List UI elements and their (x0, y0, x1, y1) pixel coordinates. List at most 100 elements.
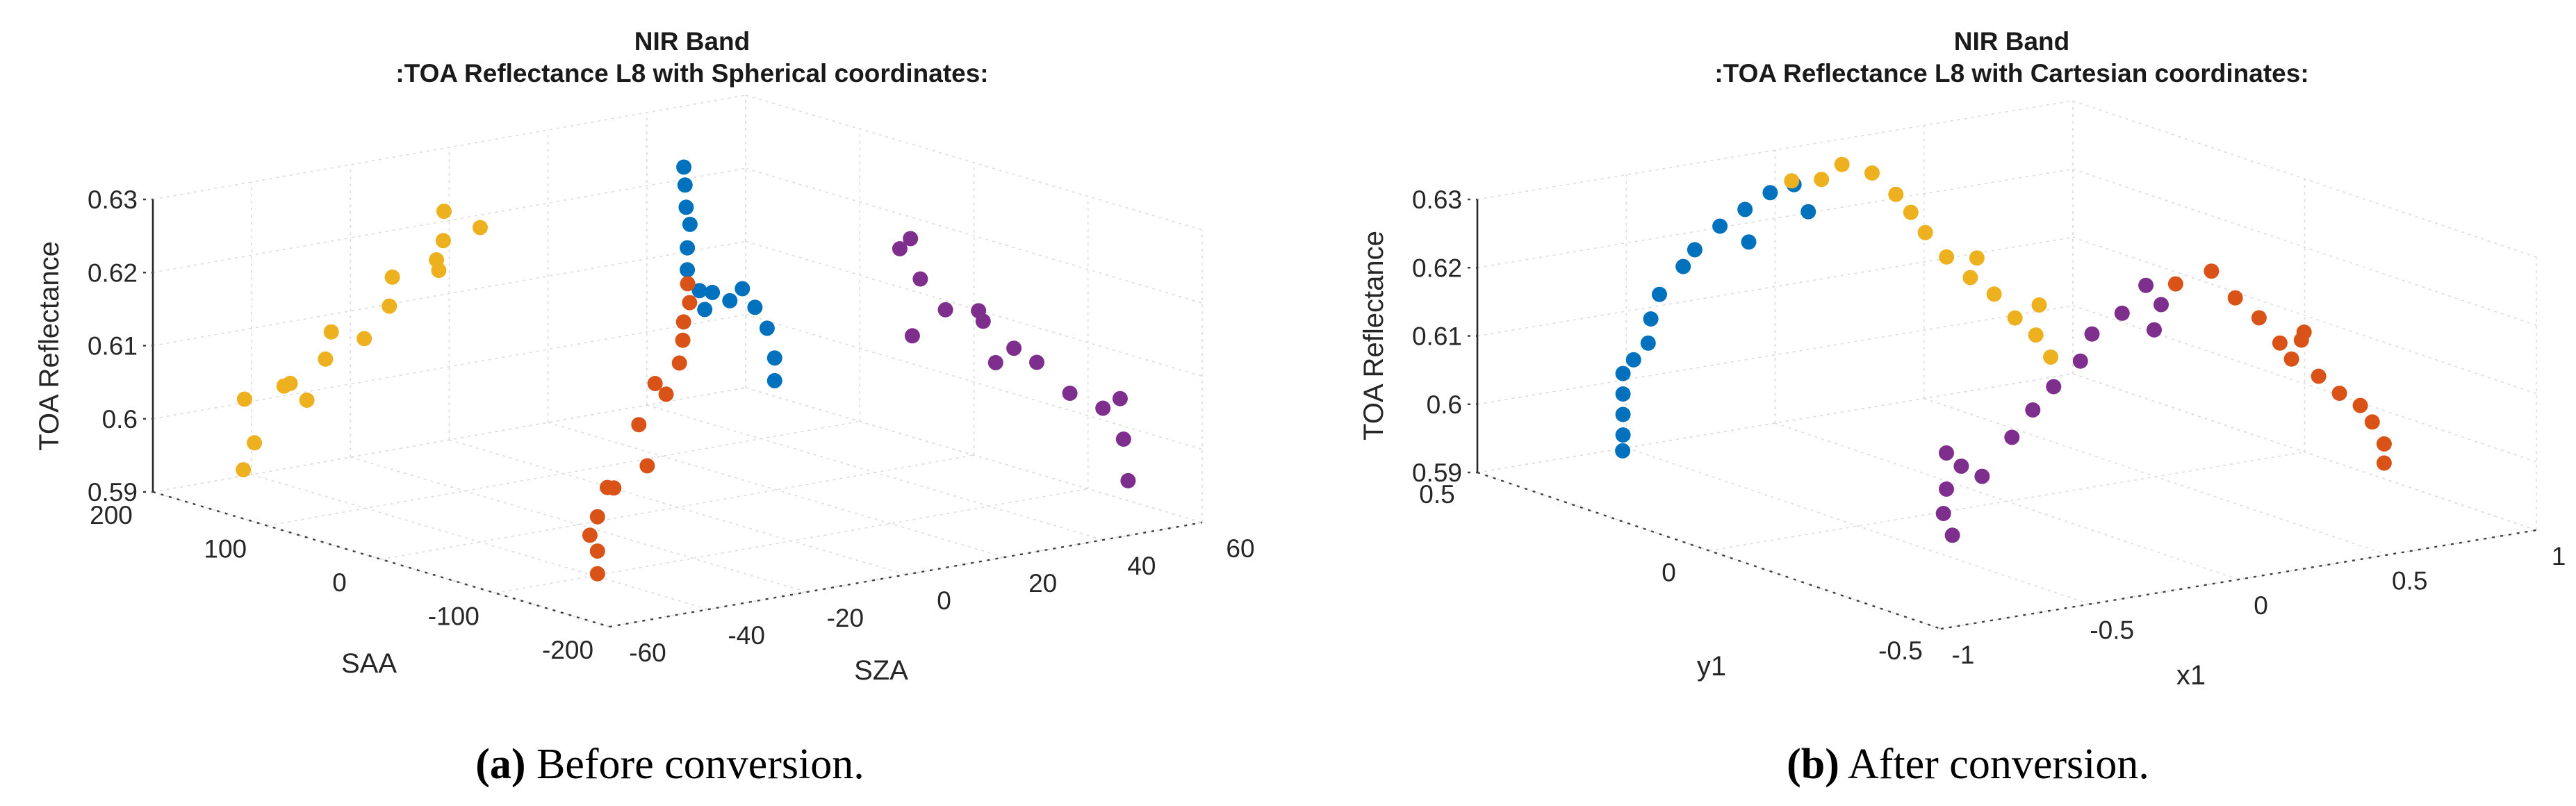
data-point (1737, 202, 1753, 217)
z-tick-label: 0.61 (1412, 322, 1462, 351)
data-point (2272, 335, 2288, 351)
z-tick-label: 0.59 (1412, 459, 1462, 487)
series-cluster-1 (1615, 176, 1816, 459)
data-point (2251, 310, 2267, 326)
grid-line (1477, 373, 2074, 473)
axis2-tick-label: 1 (2552, 542, 2566, 570)
data-point (1888, 186, 1904, 202)
data-point (589, 566, 605, 582)
z-tick-label: 0.59 (88, 478, 138, 507)
data-point (2043, 349, 2059, 365)
data-point (1944, 527, 1960, 543)
data-point (1935, 506, 1951, 521)
data-point (299, 392, 315, 408)
data-point (759, 320, 775, 336)
data-point (747, 299, 763, 315)
data-point (1006, 340, 1022, 356)
z-tick-label: 0.61 (88, 332, 138, 361)
data-point (2004, 429, 2020, 445)
axis1-tick-label: -200 (542, 636, 593, 664)
grid-line (646, 404, 1104, 541)
data-point (1917, 224, 1933, 240)
data-point (937, 302, 953, 318)
data-point (247, 435, 263, 451)
data-point (2007, 310, 2023, 326)
axis1-tick-label: 0.5 (1419, 480, 1454, 509)
series-cluster-1 (676, 159, 782, 388)
grid-line (745, 167, 1203, 304)
data-point (682, 216, 698, 232)
data-point (912, 271, 928, 287)
scatter-points (1615, 156, 2392, 543)
series-cluster-2 (582, 276, 698, 582)
data-point (435, 233, 451, 249)
grid-line (152, 387, 746, 493)
axis2-tick-label: 0 (2254, 591, 2268, 620)
data-point (1652, 286, 1667, 302)
data-point (1029, 354, 1044, 370)
axis1-tick-label: -100 (428, 602, 479, 631)
data-point (675, 332, 691, 348)
grid-line (1923, 397, 2388, 556)
series-cluster-4 (892, 231, 1136, 488)
axis2-label: SZA (854, 655, 908, 686)
series-cluster-3 (236, 204, 488, 478)
data-point (1615, 443, 1631, 459)
data-point (236, 462, 252, 478)
data-point (1814, 172, 1830, 188)
data-point (1712, 218, 1728, 234)
data-point (722, 293, 738, 309)
z-tick-label: 0.62 (88, 258, 138, 287)
data-point (2227, 290, 2243, 306)
data-point (735, 281, 750, 297)
z-tick-label: 0.6 (102, 405, 138, 434)
data-point (236, 391, 252, 407)
axis1-tick-label: 0 (1662, 559, 1676, 587)
grid-line (152, 240, 746, 347)
grid-line (1625, 447, 2090, 605)
data-point (1615, 365, 1631, 381)
grid-line (152, 94, 746, 200)
series-cluster-3 (1784, 156, 2059, 365)
data-point (2114, 305, 2130, 321)
data-point (892, 241, 908, 256)
axis2-tick-label: 0.5 (2392, 567, 2427, 595)
axis2-tick-label: -60 (629, 639, 666, 667)
data-point (680, 240, 696, 256)
data-point (2311, 368, 2327, 384)
data-point (382, 298, 397, 314)
axis-line-sza (609, 521, 1203, 628)
axis-line-y1 (1477, 471, 1942, 630)
grid-line (350, 457, 807, 593)
data-point (658, 386, 674, 402)
data-point (2025, 402, 2041, 418)
data-point (1675, 258, 1691, 274)
scatter-points (236, 159, 1136, 582)
data-point (2331, 386, 2347, 401)
data-point (631, 417, 647, 433)
data-point (2364, 414, 2380, 430)
chart-subtitle: :TOA Reflectance L8 with Cartesian coord… (1714, 59, 2308, 88)
grid-line (745, 387, 1203, 523)
data-point (1062, 386, 1078, 401)
grid-line (1477, 236, 2074, 337)
data-point (1615, 427, 1631, 443)
axis1-tick-label: 100 (204, 535, 247, 564)
data-point (1643, 311, 1659, 327)
data-point (589, 543, 605, 559)
data-point (904, 328, 920, 344)
caption-text: After conversion. (1848, 741, 2149, 788)
data-point (647, 376, 663, 391)
chart-title: NIR Band (634, 27, 750, 56)
data-point (1986, 286, 2002, 302)
data-point (1095, 400, 1111, 416)
data-point (582, 527, 598, 543)
data-point (766, 372, 782, 388)
data-point (2138, 277, 2154, 293)
data-point (2028, 327, 2044, 343)
data-point (1974, 468, 1990, 484)
caption-tag: (a) (475, 741, 525, 788)
grid-line (1477, 168, 2074, 269)
data-point (282, 375, 298, 391)
